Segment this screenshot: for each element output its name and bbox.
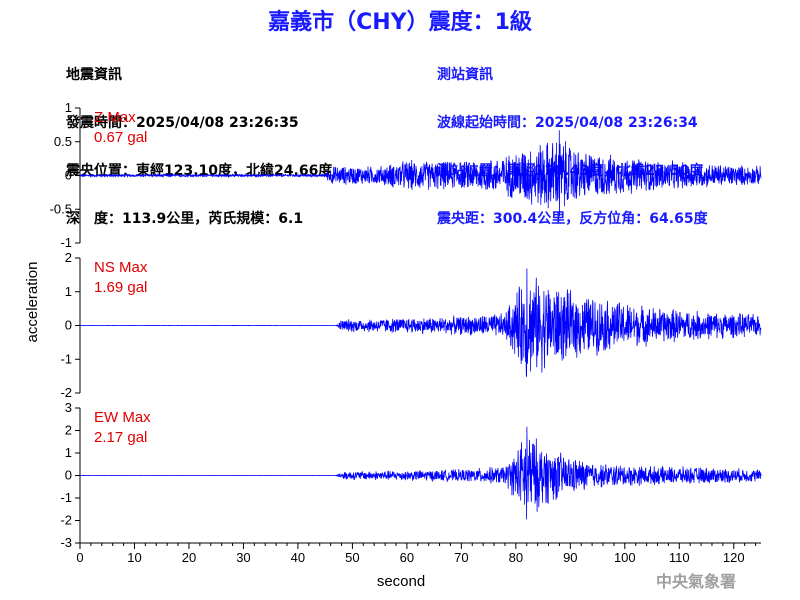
x-tick-label: 30: [236, 550, 250, 565]
x-tick-label: 40: [291, 550, 305, 565]
agency-watermark: 中央氣象署: [656, 572, 736, 591]
depth-magnitude: 深 度：113.9公里，芮氏規模：6.1: [66, 211, 304, 227]
x-tick-label: 90: [563, 550, 577, 565]
y-tick-label: 2: [65, 423, 72, 438]
y-axis-title: acceleration: [24, 262, 41, 343]
x-tick-label: 20: [182, 550, 196, 565]
y-tick-label: 0: [65, 468, 72, 483]
y-tick-label: -0.5: [50, 201, 72, 216]
wave-start-time: 波線起始時間：2025/04/08 23:26:34: [437, 115, 698, 131]
y-tick-label: -1: [60, 235, 72, 250]
x-tick-label: 60: [400, 550, 414, 565]
origin-time: 發震時間：2025/04/08 23:26:35: [66, 115, 299, 131]
y-tick-label: 0.5: [54, 134, 72, 149]
y-tick-label: -1: [60, 490, 72, 505]
x-tick-label: 110: [669, 550, 690, 565]
y-tick-label: 0: [65, 168, 72, 183]
max-value-label: 2.17 gal: [94, 429, 147, 446]
y-tick-label: 0: [65, 318, 72, 333]
y-tick-label: -1: [60, 351, 72, 366]
waveform-ew: [79, 426, 762, 520]
component-name-label: EW Max: [94, 409, 151, 426]
max-value-label: 0.67 gal: [94, 129, 147, 146]
component-name-label: NS Max: [94, 259, 148, 276]
y-tick-label: -2: [60, 385, 72, 400]
x-tick-label: 0: [76, 550, 83, 565]
x-tick-label: 100: [614, 550, 636, 565]
y-tick-label: -2: [60, 513, 72, 528]
page-title: 嘉義市（CHY）震度：1級: [268, 10, 532, 35]
earthquake-info-heading: 地震資訊: [66, 67, 122, 83]
x-tick-label: 80: [509, 550, 523, 565]
x-tick-label: 50: [345, 550, 359, 565]
waveform-ns: [79, 268, 762, 377]
y-tick-label: -3: [60, 535, 72, 550]
y-tick-label: 3: [65, 400, 72, 415]
y-tick-label: 1: [65, 284, 72, 299]
x-tick-label: 70: [454, 550, 468, 565]
x-axis-title: second: [377, 573, 425, 590]
earthquake-info: 地震資訊 發震時間：2025/04/08 23:26:35 震央位置：東經123…: [66, 35, 332, 243]
x-tick-label: 120: [723, 550, 745, 565]
max-value-label: 1.69 gal: [94, 279, 147, 296]
y-tick-label: 1: [65, 445, 72, 460]
station-info: 測站資訊 波線起始時間：2025/04/08 23:26:34 測站位置：東經1…: [437, 35, 708, 243]
epicentral-distance: 震央距：300.4公里，反方位角：64.65度: [437, 211, 708, 227]
x-tick-label: 10: [127, 550, 141, 565]
y-tick-label: 2: [65, 250, 72, 265]
y-tick-label: 1: [65, 100, 72, 115]
waveform-z: [79, 130, 762, 217]
station-info-heading: 測站資訊: [437, 67, 493, 83]
component-name-label: Z Max: [94, 109, 136, 126]
